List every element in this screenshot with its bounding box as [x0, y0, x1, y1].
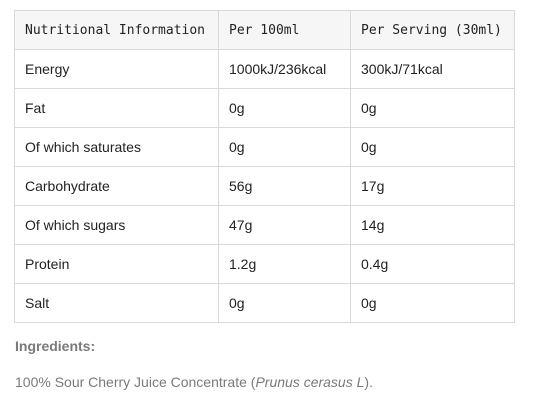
ingredients-text-prefix: 100% Sour Cherry Juice Concentrate (	[15, 374, 256, 390]
table-cell: 0g	[218, 283, 351, 323]
ingredients-latin-name: Prunus cerasus L	[255, 374, 365, 390]
ingredients-text-suffix: ).	[364, 374, 373, 390]
table-row: Carbohydrate 56g 17g	[14, 166, 515, 206]
table-cell: 0g	[350, 283, 515, 323]
table-cell: 1000kJ/236kcal	[218, 49, 351, 89]
table-cell: 17g	[350, 166, 515, 206]
table-cell: Fat	[14, 88, 219, 128]
table-header-row: Nutritional Information Per 100ml Per Se…	[14, 10, 515, 50]
column-header: Per 100ml	[218, 10, 351, 50]
column-header: Per Serving (30ml)	[350, 10, 515, 50]
table-row: Fat 0g 0g	[14, 88, 515, 128]
table-cell: Salt	[14, 283, 219, 323]
table-cell: Of which sugars	[14, 205, 219, 245]
table-row: Energy 1000kJ/236kcal 300kJ/71kcal	[14, 49, 515, 89]
ingredients-heading: Ingredients:	[15, 338, 96, 354]
table-cell: 1.2g	[218, 244, 351, 284]
table-row: Salt 0g 0g	[14, 283, 515, 323]
ingredients-text: 100% Sour Cherry Juice Concentrate (Prun…	[15, 374, 373, 390]
column-header: Nutritional Information	[14, 10, 219, 50]
table-cell: 56g	[218, 166, 351, 206]
table-cell: 14g	[350, 205, 515, 245]
table-cell: 0.4g	[350, 244, 515, 284]
table-cell: 0g	[350, 88, 515, 128]
table-cell: 0g	[218, 127, 351, 167]
nutrition-table: Nutritional Information Per 100ml Per Se…	[14, 10, 515, 323]
table-cell: Protein	[14, 244, 219, 284]
table-cell: Energy	[14, 49, 219, 89]
table-cell: 0g	[218, 88, 351, 128]
table-row: Protein 1.2g 0.4g	[14, 244, 515, 284]
table-row: Of which saturates 0g 0g	[14, 127, 515, 167]
table-cell: 0g	[350, 127, 515, 167]
table-cell: Carbohydrate	[14, 166, 219, 206]
table-cell: Of which saturates	[14, 127, 219, 167]
table-cell: 47g	[218, 205, 351, 245]
table-cell: 300kJ/71kcal	[350, 49, 515, 89]
table-row: Of which sugars 47g 14g	[14, 205, 515, 245]
